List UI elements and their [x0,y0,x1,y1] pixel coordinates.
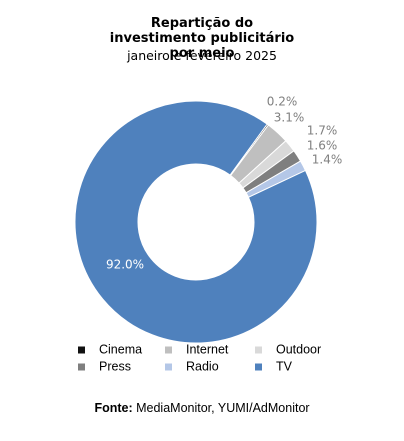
data-label: 0.2% [267,95,298,109]
source-label: Fonte: [94,401,133,415]
data-label: 1.4% [312,153,343,167]
legend-label: Cinema [99,342,142,356]
data-label: 1.7% [307,124,338,138]
legend-label: TV [276,359,293,373]
data-label: 1.6% [307,139,338,153]
legend-swatch [165,363,172,371]
legend-swatch [255,346,262,354]
source-text: MediaMonitor, YUMI/AdMonitor [136,401,310,415]
legend-label: Press [99,359,131,373]
legend-swatch [255,363,262,371]
legend-label: Internet [186,342,229,356]
legend-swatch [78,346,85,354]
legend-swatch [78,363,85,371]
chart-subtitle: janeiro e fevereiro 2025 [127,48,277,63]
legend-label: Outdoor [276,342,321,356]
data-label: 92.0% [106,258,144,272]
slice [74,100,318,344]
legend-swatch [165,346,172,354]
data-label: 3.1% [274,111,305,125]
legend-label: Radio [186,359,219,373]
chart-title: Repartição do investimento publicitário … [109,16,295,61]
source: Fonte: MediaMonitor, YUMI/AdMonitor [0,401,404,415]
